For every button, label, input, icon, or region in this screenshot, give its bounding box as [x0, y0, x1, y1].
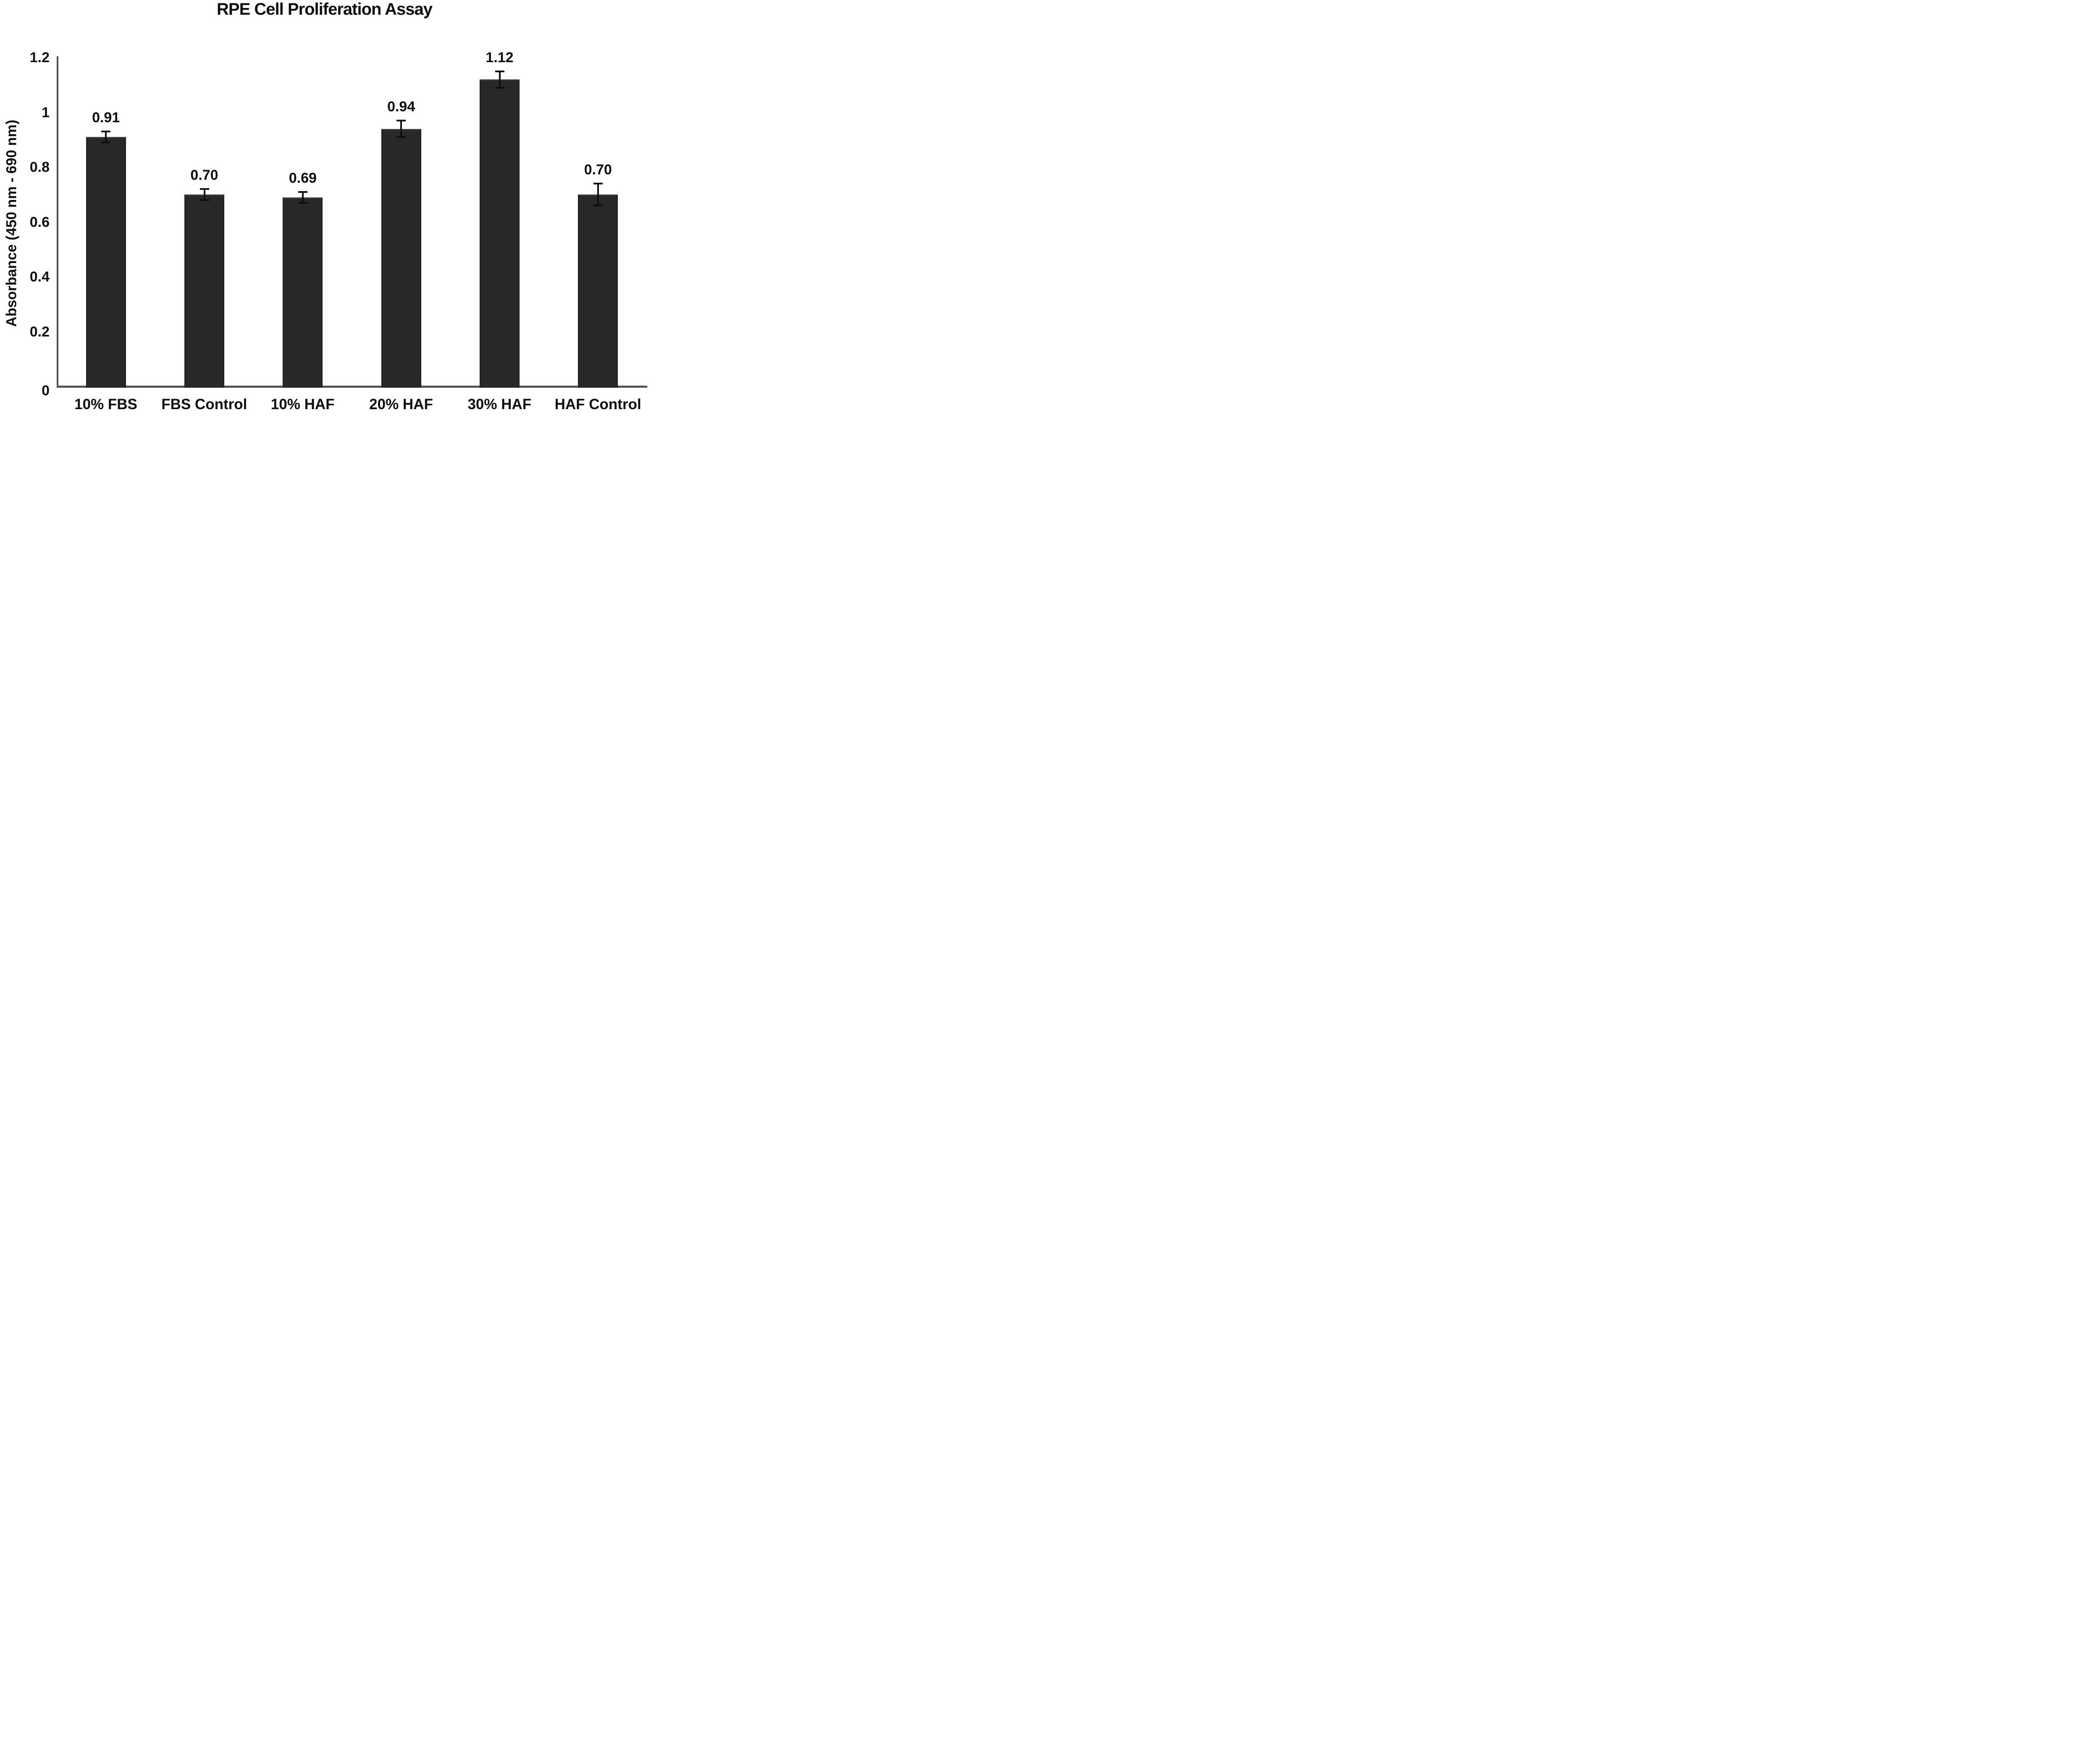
error-bar-cap — [298, 191, 307, 193]
x-category-label: 20% HAF — [369, 396, 433, 413]
plot-area: 0 0.2 0.4 0.6 0.8 1 1.2 0.91 0.70 0.69 0.94 1.12 0.… — [0, 0, 649, 415]
y-tick-label: 0.2 — [29, 323, 50, 340]
y-tick-label: 0.8 — [29, 159, 50, 175]
chart-figure: RPE Cell Proliferation Assay Absorbance … — [0, 0, 649, 415]
error-bar-stem — [302, 192, 304, 203]
bar-30% HAF — [480, 79, 520, 388]
x-category-label: FBS Control — [161, 396, 247, 413]
error-bar-cap — [101, 131, 111, 133]
error-bar-stem — [499, 71, 501, 88]
y-tick-label: 0 — [42, 383, 50, 399]
y-axis-line — [57, 56, 58, 387]
error-bar-cap — [593, 183, 603, 185]
y-tick-label: 1 — [42, 104, 50, 121]
y-tick-label: 1.2 — [29, 50, 50, 66]
bar-FBS Control — [184, 194, 224, 388]
x-category-label: 30% HAF — [467, 396, 532, 413]
x-axis-line — [57, 386, 647, 388]
bar-value-label: 0.69 — [289, 170, 317, 186]
x-category-label: 10% FBS — [74, 396, 137, 413]
chart-title: RPE Cell Proliferation Assay — [217, 0, 433, 18]
bar-value-label: 0.70 — [190, 167, 218, 184]
error-bar-cap — [101, 142, 111, 144]
error-bar-cap — [200, 199, 209, 201]
bar-10% HAF — [283, 197, 323, 388]
y-tick-label: 0.6 — [29, 214, 50, 230]
x-category-label: 10% HAF — [270, 396, 335, 413]
error-bar-cap — [495, 70, 504, 72]
error-bar-cap — [593, 205, 603, 207]
y-tick-label: 0.4 — [29, 269, 50, 285]
bar-value-label: 1.12 — [486, 49, 514, 66]
error-bar-cap — [396, 120, 406, 122]
bar-value-label: 0.91 — [92, 110, 120, 126]
bar-20% HAF — [381, 129, 421, 388]
error-bar-stem — [400, 121, 402, 137]
error-bar-stem — [203, 189, 205, 200]
bar-HAF Control — [578, 194, 618, 388]
x-category-label: HAF Control — [554, 396, 641, 413]
error-bar-cap — [298, 202, 307, 204]
error-bar-cap — [200, 188, 209, 190]
error-bar-stem — [105, 131, 107, 143]
error-bar-stem — [597, 184, 599, 206]
error-bar-cap — [396, 136, 406, 138]
error-bar-cap — [495, 87, 504, 89]
bar-value-label: 0.94 — [387, 99, 415, 115]
bar-10% FBS — [86, 137, 126, 388]
bar-value-label: 0.70 — [584, 162, 612, 178]
